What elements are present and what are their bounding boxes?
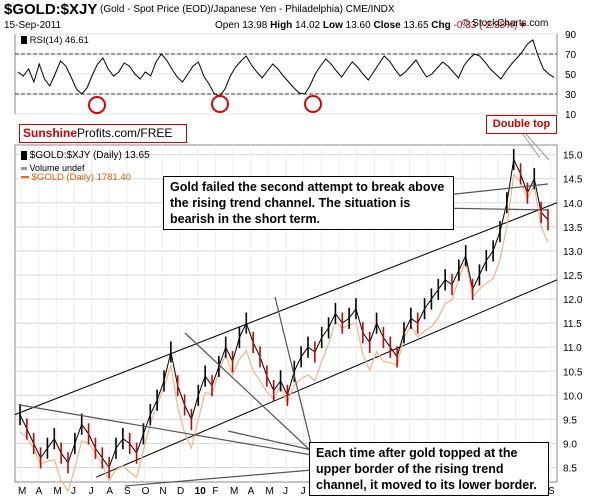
x-tick-label: J xyxy=(71,486,76,497)
price-y-tick-label: 13.0 xyxy=(563,247,583,258)
double-top-pointer xyxy=(521,132,541,159)
channel-upper-line xyxy=(14,202,558,416)
callout-top-line xyxy=(436,183,549,197)
chart-date: 15-Sep-2011 xyxy=(4,20,62,31)
symbol-title: $GOLD:$XJY xyxy=(4,1,98,18)
callout-line xyxy=(19,404,313,456)
double-top-label: Double top xyxy=(486,115,557,134)
callout-top-line xyxy=(436,207,549,211)
channel-lower-line xyxy=(96,279,558,478)
x-tick-label: M xyxy=(53,486,61,497)
x-tick-label: A xyxy=(106,486,113,497)
callout-line xyxy=(227,430,313,451)
open-label: Open xyxy=(215,20,240,31)
callout-line xyxy=(124,469,313,487)
x-tick-label: S xyxy=(124,486,131,497)
volume-legend: Volume undef xyxy=(21,163,85,173)
gold-legend-swatch xyxy=(21,176,29,179)
annotation-bottom: Each time after gold topped at the upper… xyxy=(309,442,549,496)
price-y-tick-label: 10.5 xyxy=(563,367,583,378)
price-y-tick-label: 14.0 xyxy=(563,199,583,210)
brand-sunshine: Sunshine xyxy=(23,126,78,140)
annotation-top: Gold failed the second attempt to break … xyxy=(163,176,454,230)
price-legend-text: $GOLD:$XJY (Daily) 13.65 xyxy=(29,150,150,161)
x-tick-label: S xyxy=(548,486,555,497)
x-tick-label: M xyxy=(265,486,273,497)
x-tick-label: D xyxy=(177,486,184,497)
rsi-y-tick-label: 50 xyxy=(565,70,577,81)
price-y-tick-label: 12.0 xyxy=(563,295,583,306)
gold-legend: $GOLD (Daily) 1781.40 xyxy=(21,172,131,183)
rsi-legend: RSI(14) 46.61 xyxy=(21,35,89,46)
high-value: 14.02 xyxy=(295,20,321,31)
price-line xyxy=(19,157,549,469)
price-y-tick-label: 9.5 xyxy=(563,415,577,426)
x-tick-label: N xyxy=(159,486,166,497)
x-tick-label: J xyxy=(283,486,288,497)
low-value: 13.60 xyxy=(345,20,371,31)
chg-label: Chg xyxy=(431,20,451,31)
ohlc-readout: Open 13.98 High 14.02 Low 13.60 Close 13… xyxy=(215,20,525,31)
price-y-tick-label: 14.5 xyxy=(563,175,583,186)
oversold-circle xyxy=(304,95,322,113)
open-value: 13.98 xyxy=(242,20,268,31)
price-y-tick-label: 13.5 xyxy=(563,223,583,234)
close-label: Close xyxy=(373,20,401,31)
rsi-y-tick-label: 90 xyxy=(565,30,577,41)
down-arrow-icon: ▾ xyxy=(520,20,526,31)
price-y-tick-label: 12.5 xyxy=(563,271,583,282)
gold-line xyxy=(19,173,549,493)
rsi-line xyxy=(17,39,555,97)
x-tick-label: J xyxy=(89,486,94,497)
price-legend: $GOLD:$XJY (Daily) 13.65 xyxy=(21,150,150,161)
low-label: Low xyxy=(322,20,343,31)
x-tick-label: A xyxy=(36,486,43,497)
brand-banner: SunshineProfits.com/FREE xyxy=(19,124,187,143)
oversold-circle xyxy=(211,95,229,113)
x-tick-label: O xyxy=(142,486,150,497)
x-tick-label: A xyxy=(248,486,255,497)
x-tick-label: F xyxy=(212,486,218,497)
price-y-tick-label: 11.0 xyxy=(563,343,582,354)
price-y-tick-label: 10.0 xyxy=(563,391,583,402)
high-label: High xyxy=(270,20,293,31)
close-value: 13.65 xyxy=(403,20,429,31)
brand-profits: Profits.com/FREE xyxy=(77,126,173,140)
volume-legend-text: Volume undef xyxy=(29,163,85,173)
chg-value: -0.33 (-2.38%) xyxy=(453,20,518,31)
price-legend-swatch xyxy=(21,150,27,160)
double-top-pointer xyxy=(524,132,550,161)
price-y-tick-label: 9.0 xyxy=(563,439,577,450)
rsi-y-tick-label: 70 xyxy=(565,50,577,61)
callout-line xyxy=(184,332,313,453)
symbol-description: (Gold - Spot Price (EOD)/Japanese Yen - … xyxy=(100,4,395,15)
x-tick-label: M xyxy=(18,486,26,497)
rsi-legend-text: RSI(14) 46.61 xyxy=(29,35,89,46)
x-tick-label: M xyxy=(230,486,238,497)
x-tick-label: J xyxy=(301,486,306,497)
price-y-tick-label: 11.5 xyxy=(563,319,582,330)
volume-legend-swatch xyxy=(21,167,27,171)
price-y-tick-label: 15.0 xyxy=(563,151,583,162)
rsi-y-tick-label: 30 xyxy=(565,90,577,101)
rsi-legend-swatch xyxy=(21,36,27,45)
gold-legend-text: $GOLD (Daily) 1781.40 xyxy=(31,172,131,183)
callout-line xyxy=(274,296,313,449)
oversold-circle xyxy=(88,96,106,114)
x-tick-label: 10 xyxy=(195,486,207,497)
rsi-y-tick-label: 10 xyxy=(565,110,577,121)
price-y-tick-label: 8.5 xyxy=(563,464,577,475)
copyright: © StockCharts.com xyxy=(462,18,549,29)
